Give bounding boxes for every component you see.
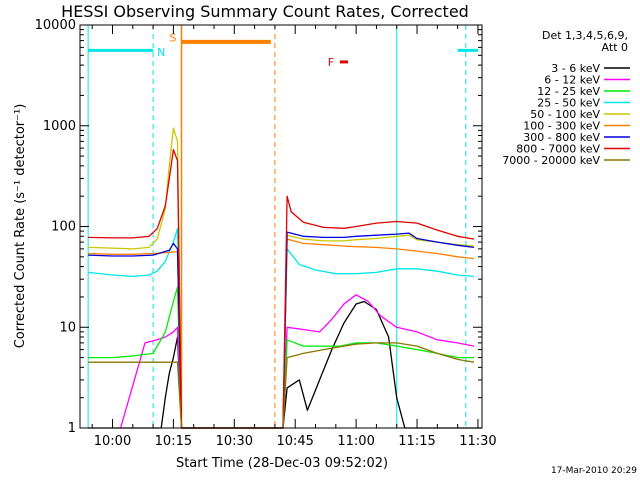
chart-title: HESSI Observing Summary Count Rates, Cor… (61, 2, 469, 21)
x-tick-label-5: 11:15 (398, 434, 435, 449)
y-tick-label-3: 1000 (43, 119, 76, 134)
x-axis-label: Start Time (28-Dec-03 09:52:02) (176, 456, 388, 471)
series-line-4 (88, 127, 474, 429)
legend-label-3: 25 - 50 keV (537, 97, 600, 110)
legend-label-8: 7000 - 20000 keV (502, 154, 600, 167)
legend-header-line-1: Det 1,3,4,5,6,9, (542, 29, 628, 42)
flag-layer: NS F (87, 25, 478, 428)
x-tick-label-6: 11:30 (459, 434, 496, 449)
timestamp-footer: 17-Mar-2010 20:29 (551, 466, 637, 476)
x-tick-label-3: 10:45 (276, 434, 313, 449)
y-axis-label: Corrected Count Rate (s⁻¹ detector⁻¹) (13, 104, 28, 349)
series-line-7 (88, 148, 475, 429)
series-line-5 (88, 238, 474, 429)
legend-header-line-2: Att 0 (602, 41, 628, 54)
legend-label-7: 800 - 7000 keV (516, 143, 600, 156)
series-line-2 (88, 286, 474, 429)
annotation-f: F (328, 56, 334, 69)
series-layer (88, 127, 482, 429)
y-tick-label-1: 10 (59, 320, 76, 335)
series-line-8 (88, 342, 475, 429)
series-line-6 (88, 231, 474, 429)
y-tick-label-0: 1 (68, 421, 76, 436)
legend-label-6: 300 - 800 keV (523, 131, 600, 144)
x-tick-label-1: 10:15 (155, 434, 192, 449)
plot-frame (79, 24, 483, 429)
legend-label-2: 12 - 25 keV (537, 85, 600, 98)
y-tick-label-2: 100 (51, 220, 76, 235)
axes-layer: 1 10 100 1000 10000 10:00 10:15 10:30 10:45 11:00… (35, 18, 497, 449)
x-tick-label-4: 11:00 (337, 434, 374, 449)
legend-label-4: 50 - 100 keV (530, 108, 600, 121)
y-tick-label-4: 10000 (35, 18, 76, 33)
series-line-1 (119, 294, 475, 429)
legend-label-1: 6 - 12 keV (544, 74, 600, 87)
series-line-3 (88, 228, 474, 429)
annotation-s: S (169, 31, 176, 44)
legend-label-0: 3 - 6 keV (551, 62, 600, 75)
legend-label-5: 100 - 300 keV (523, 120, 600, 133)
series-line-0 (88, 300, 482, 429)
annotation-n: N (157, 46, 165, 59)
x-tick-label-2: 10:30 (216, 434, 253, 449)
x-tick-label-0: 10:00 (94, 434, 131, 449)
